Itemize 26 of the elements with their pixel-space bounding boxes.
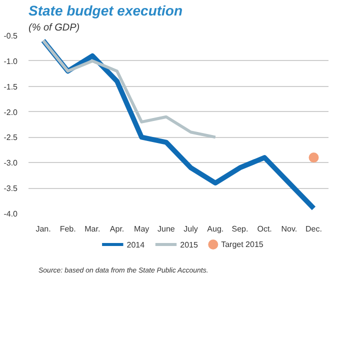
x-tick-label: Aug. [207, 224, 224, 234]
y-tick-label: -3.0 [4, 158, 18, 168]
y-tick-label: -2.5 [4, 133, 18, 142]
x-tick-label: Dec. [306, 224, 322, 234]
legend-label: 2014 [126, 240, 146, 250]
y-tick-label: -4.0 [4, 210, 18, 218]
x-tick-label: Sep. [232, 224, 248, 234]
y-tick-label: -3.5 [4, 184, 18, 194]
legend-label: 2015 [180, 240, 198, 250]
y-tick-label: -1.5 [4, 82, 18, 92]
x-tick-label: Feb. [60, 224, 76, 234]
chart-subtitle: (% of GDP) [28, 22, 80, 34]
chart-title: State budget execution [28, 2, 183, 18]
y-tick-label: -1.0 [4, 56, 18, 66]
line-series [42, 39, 217, 139]
x-tick-label: Nov. [281, 224, 298, 234]
y-tick-label: -2.0 [4, 108, 18, 117]
x-tick-label: Apr. [110, 224, 124, 234]
x-tick-label: June [158, 224, 176, 234]
y-tick-label: -0.5 [4, 32, 18, 40]
x-tick-label: Mar. [84, 224, 100, 234]
legend-label: Target 2015 [221, 240, 264, 249]
x-tick-label: Oct. [257, 224, 272, 234]
x-tick-label: May [134, 224, 150, 234]
x-tick-label: July [184, 224, 198, 234]
x-tick-label: Jan. [36, 224, 51, 234]
